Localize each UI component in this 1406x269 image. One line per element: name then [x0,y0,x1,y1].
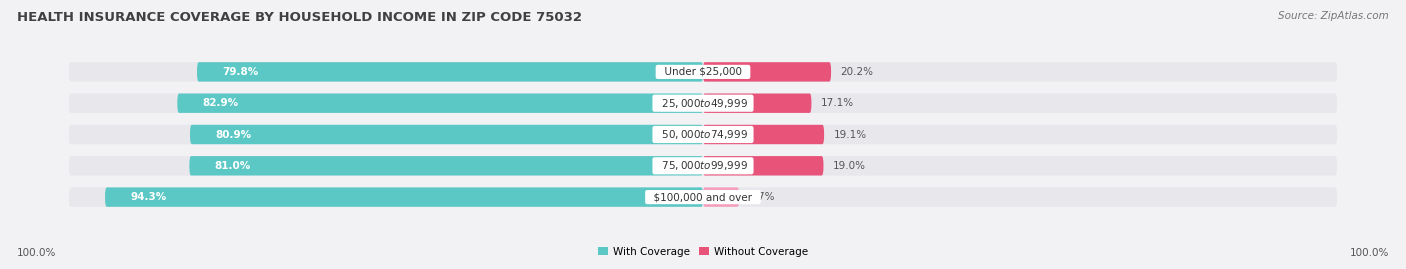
Legend: With Coverage, Without Coverage: With Coverage, Without Coverage [593,243,813,261]
FancyBboxPatch shape [703,94,811,113]
Text: $25,000 to $49,999: $25,000 to $49,999 [655,97,751,110]
FancyBboxPatch shape [197,62,703,82]
Text: 100.0%: 100.0% [17,248,56,258]
Text: $75,000 to $99,999: $75,000 to $99,999 [655,159,751,172]
Text: 100.0%: 100.0% [1350,248,1389,258]
Text: Source: ZipAtlas.com: Source: ZipAtlas.com [1278,11,1389,21]
Text: $50,000 to $74,999: $50,000 to $74,999 [655,128,751,141]
FancyBboxPatch shape [69,156,1337,175]
FancyBboxPatch shape [69,94,1337,113]
Text: $100,000 and over: $100,000 and over [647,192,759,202]
FancyBboxPatch shape [703,187,740,207]
Text: HEALTH INSURANCE COVERAGE BY HOUSEHOLD INCOME IN ZIP CODE 75032: HEALTH INSURANCE COVERAGE BY HOUSEHOLD I… [17,11,582,24]
FancyBboxPatch shape [69,187,1337,207]
FancyBboxPatch shape [105,187,703,207]
FancyBboxPatch shape [703,156,824,175]
Text: 79.8%: 79.8% [222,67,259,77]
Text: 82.9%: 82.9% [202,98,239,108]
FancyBboxPatch shape [177,94,703,113]
Text: 5.7%: 5.7% [748,192,775,202]
FancyBboxPatch shape [703,125,824,144]
Text: 20.2%: 20.2% [841,67,873,77]
Text: 81.0%: 81.0% [215,161,252,171]
FancyBboxPatch shape [69,125,1337,144]
Text: 80.9%: 80.9% [215,129,252,140]
Text: Under $25,000: Under $25,000 [658,67,748,77]
FancyBboxPatch shape [69,62,1337,82]
FancyBboxPatch shape [703,62,831,82]
FancyBboxPatch shape [190,125,703,144]
Text: 17.1%: 17.1% [821,98,853,108]
Text: 19.0%: 19.0% [832,161,866,171]
Text: 19.1%: 19.1% [834,129,866,140]
Text: 94.3%: 94.3% [131,192,167,202]
FancyBboxPatch shape [190,156,703,175]
